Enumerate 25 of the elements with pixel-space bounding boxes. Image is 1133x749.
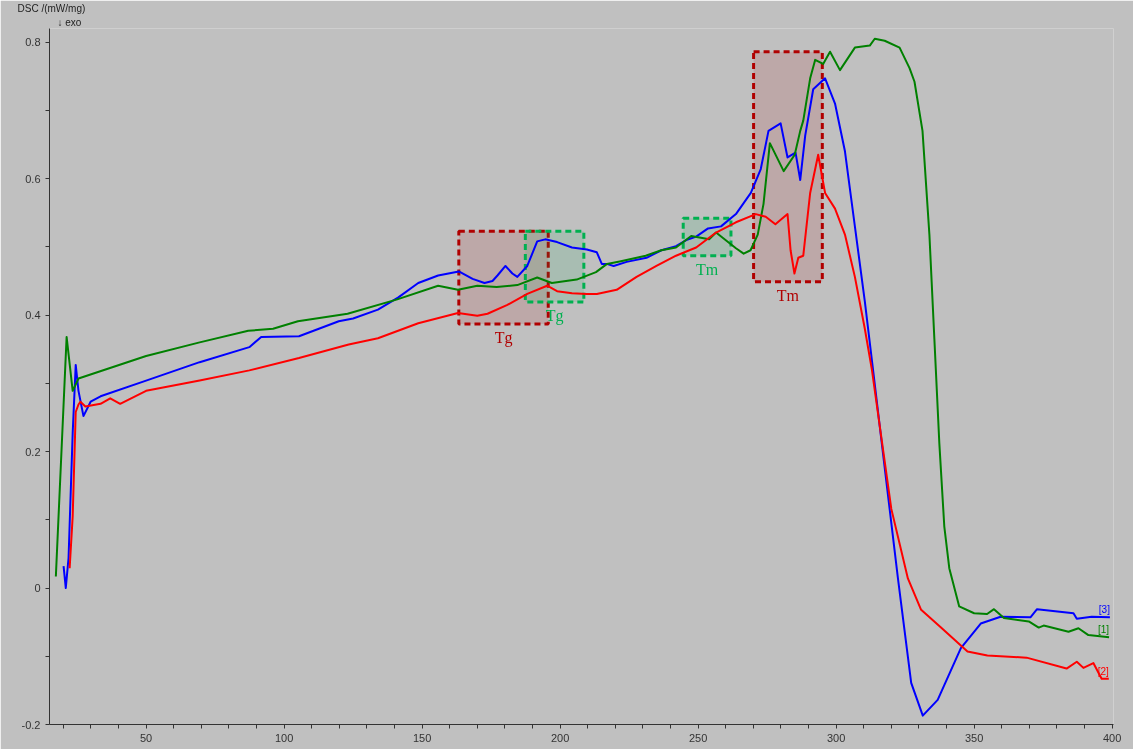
y-axis-title: DSC /(mW/mg) <box>17 3 86 14</box>
band-label: Tm <box>776 286 800 304</box>
x-tick-label: 150 <box>412 731 432 744</box>
y-tick-label: 0.2 <box>25 445 41 458</box>
band-label: Tg <box>545 307 564 326</box>
band-label: Tm <box>695 260 719 278</box>
series-label: [3] <box>1098 604 1111 616</box>
line-series <box>54 37 1111 639</box>
x-tick-label: 300 <box>826 731 846 744</box>
x-tick-label: 350 <box>964 731 984 744</box>
text: ↓ exo <box>57 17 82 28</box>
y-tick-label: 0.6 <box>25 172 41 185</box>
y-tick-label: 0.8 <box>25 36 41 49</box>
line-series <box>68 153 1110 680</box>
x-tick-label: 400 <box>1102 731 1122 744</box>
x-tick-label: 200 <box>550 731 570 744</box>
x-tick-label: 50 <box>139 731 153 744</box>
series-label: [1] <box>1097 624 1110 636</box>
line-series <box>62 77 1111 717</box>
y-tick-label: 0 <box>34 582 41 595</box>
y-tick-label: 0.4 <box>25 309 41 322</box>
band-label: Tg <box>494 328 513 347</box>
x-tick-label: 250 <box>688 731 708 744</box>
y-tick-label: -0.2 <box>21 718 41 731</box>
x-tick-label: 100 <box>274 731 294 744</box>
